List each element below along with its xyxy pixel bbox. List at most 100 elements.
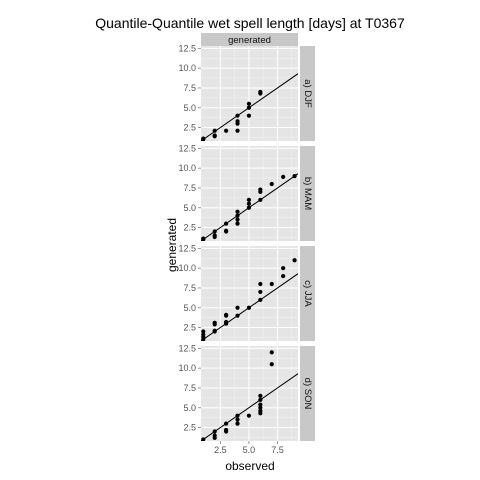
row-strip — [300, 346, 315, 441]
data-point — [212, 328, 217, 333]
data-point — [235, 221, 240, 226]
data-point — [258, 89, 263, 95]
data-point — [246, 205, 252, 210]
row-strip-label: a) DJF — [302, 79, 313, 108]
y-tick-label: 7.5 — [183, 383, 196, 393]
y-tick-label: 2.5 — [183, 123, 196, 133]
row-strip-label: d) SON — [302, 378, 313, 410]
x-tick-label: 2.5 — [214, 445, 227, 455]
data-point — [201, 236, 206, 241]
data-point — [235, 113, 240, 118]
data-point — [235, 128, 240, 133]
y-tick-label: 12.5 — [178, 243, 196, 253]
data-point — [258, 187, 263, 192]
y-tick-label: 7.5 — [183, 283, 196, 293]
y-tick-label: 2.5 — [183, 223, 196, 233]
facet-panel-2: 2.5 5.0 7.5 10.0 12.5 b) MAM — [178, 143, 315, 241]
data-point — [212, 433, 217, 438]
data-point — [235, 413, 240, 418]
reference-line — [201, 373, 298, 441]
y-tick-label: 10.0 — [178, 263, 196, 273]
data-point — [258, 289, 263, 295]
data-point — [258, 402, 263, 407]
data-point — [258, 197, 263, 202]
data-point — [212, 128, 217, 133]
data-point — [224, 312, 229, 317]
y-tick-label: 10.0 — [178, 363, 196, 373]
data-point — [212, 134, 217, 139]
data-point — [269, 281, 274, 287]
data-point — [212, 233, 217, 238]
panel-content — [201, 350, 298, 441]
x-tick-label: 5.0 — [243, 445, 256, 455]
column-strip — [201, 33, 298, 46]
y-tick-label: 5.0 — [183, 403, 196, 413]
data-point — [235, 417, 240, 422]
data-point — [235, 305, 240, 310]
y-tick-label: 5.0 — [183, 203, 196, 213]
data-point — [258, 397, 263, 402]
y-tick-label: 5.0 — [183, 103, 196, 113]
panel-background — [201, 246, 298, 341]
data-point — [246, 105, 252, 110]
facet-panel-1: 2.5 5.0 7.5 10.0 12.5 a) DJF — [178, 43, 315, 141]
panel-content — [201, 73, 298, 141]
data-point — [224, 427, 229, 433]
data-point — [235, 209, 240, 214]
facet-panel-3: 2.5 5.0 7.5 10.0 12.5 c) JJA — [178, 243, 315, 341]
chart-title: Quantile-Quantile wet spell length [days… — [95, 15, 405, 31]
data-point — [212, 229, 217, 234]
column-strip-label: generated — [228, 35, 271, 46]
panel-background — [201, 346, 298, 441]
data-point — [281, 266, 286, 271]
row-strip-label: c) JJA — [302, 280, 313, 307]
y-tick-label: 2.5 — [183, 323, 196, 333]
panel-background — [201, 146, 298, 241]
data-point — [246, 413, 252, 418]
panel-content — [201, 173, 298, 241]
y-tick-label: 2.5 — [183, 423, 196, 433]
y-tick-label: 7.5 — [183, 183, 196, 193]
row-strip-label: b) MAM — [302, 177, 313, 210]
data-point — [258, 405, 263, 410]
data-point — [281, 273, 286, 279]
y-tick-label: 12.5 — [178, 143, 196, 153]
facet-panels: generated 2.5 5.0 7.5 10.0 12.5 a) DJF 2.5 5.0 7.… — [178, 33, 315, 455]
data-point — [224, 228, 229, 233]
data-point — [212, 320, 217, 325]
y-tick-label: 12.5 — [178, 343, 196, 353]
data-point — [269, 181, 274, 187]
data-point — [246, 197, 252, 202]
row-strip — [300, 246, 315, 341]
data-point — [224, 221, 229, 226]
data-point — [224, 421, 229, 426]
data-point — [235, 217, 240, 222]
data-point — [269, 362, 274, 367]
y-tick-label: 10.0 — [178, 63, 196, 73]
data-point — [246, 101, 252, 106]
data-point — [235, 313, 240, 318]
y-axis-title: generated — [165, 218, 179, 272]
data-point — [235, 213, 240, 218]
row-strip — [300, 146, 315, 241]
data-point — [235, 421, 240, 426]
data-point — [224, 319, 229, 325]
y-tick-label: 12.5 — [178, 43, 196, 53]
data-point — [246, 201, 252, 206]
data-point — [201, 136, 206, 141]
panel-background — [201, 46, 298, 141]
x-axis-title: observed — [225, 459, 274, 473]
panel-content — [201, 258, 298, 341]
data-point — [258, 408, 263, 414]
facet-panel-4: 2.5 5.0 7.5 10.0 12.5 d) SON — [178, 343, 315, 441]
data-point — [212, 429, 217, 434]
y-tick-label: 5.0 — [183, 303, 196, 313]
data-point — [292, 173, 297, 179]
data-point — [258, 281, 263, 287]
data-point — [201, 332, 206, 337]
data-point — [269, 350, 274, 355]
data-point — [258, 297, 263, 302]
x-tick-label: 7.5 — [271, 445, 284, 455]
y-tick-label: 10.0 — [178, 163, 196, 173]
